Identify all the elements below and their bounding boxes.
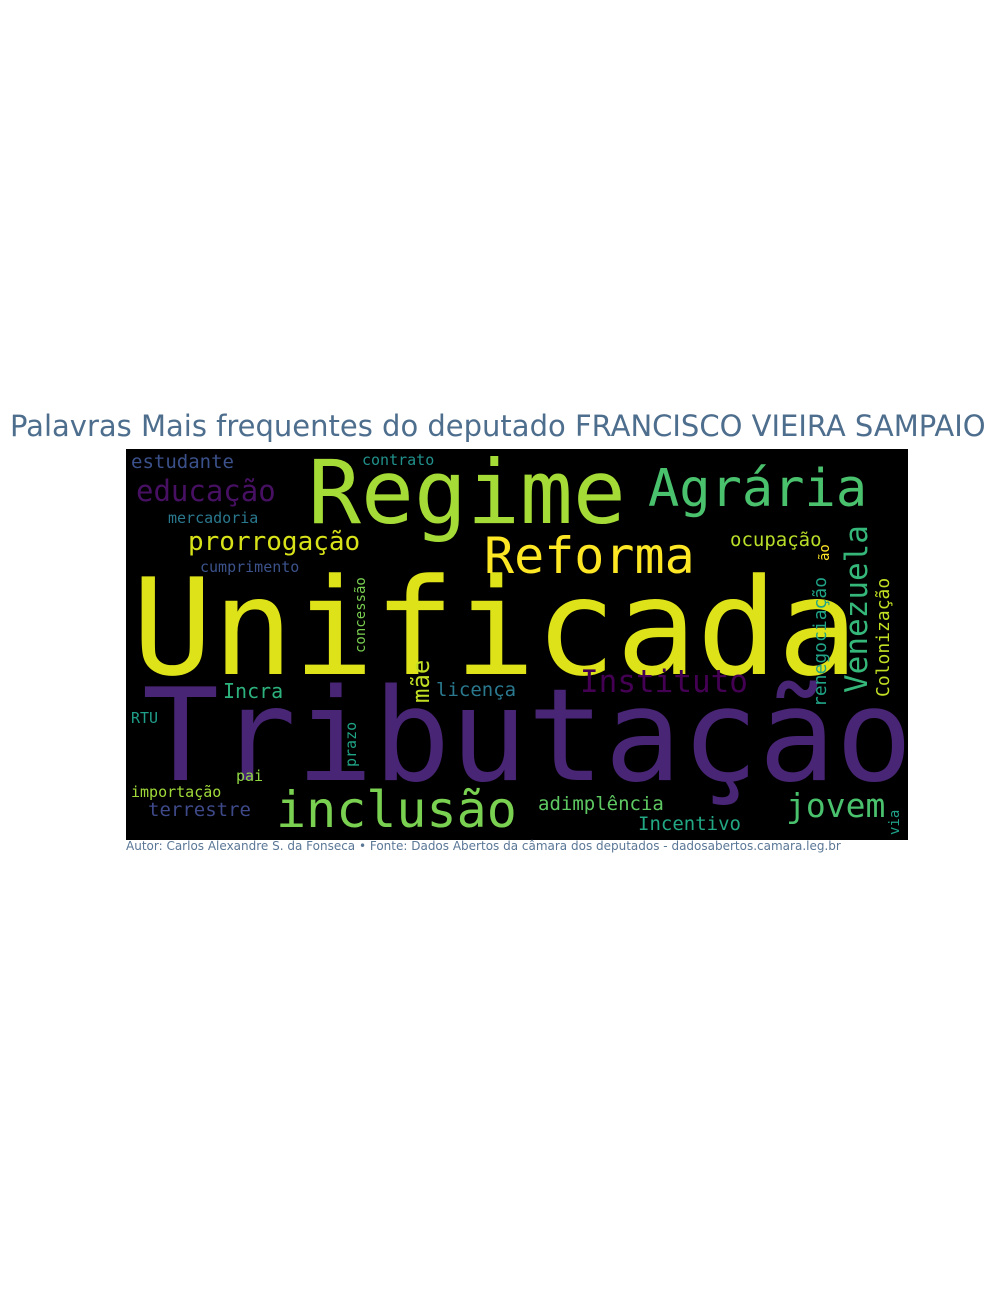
word-incra: Incra [223, 679, 284, 703]
word-renegociacao: renegociação [810, 576, 831, 707]
word-concessao: concessão [353, 577, 369, 653]
word-cumprimento: cumprimento [200, 558, 300, 576]
word-mae: mãe [407, 659, 435, 703]
word-inclusao: inclusão [276, 781, 517, 839]
word-contrato: contrato [362, 451, 435, 469]
word-educacao: educação [136, 474, 276, 508]
word-prazo: prazo [342, 721, 360, 767]
word-tributacao: Tributação [142, 662, 908, 811]
word-regime: Regime [308, 449, 626, 544]
word-rtu: RTU [131, 709, 159, 727]
word-unificada: Unificada [132, 550, 859, 706]
word-mercadoria: mercadoria [168, 509, 259, 527]
word-estudante: estudante [131, 451, 234, 473]
word-ocupacao: ocupação [730, 529, 822, 551]
word-incentivo: Incentivo [638, 813, 741, 835]
word-cloud: Unificada Tributação Regime Agrária Refo… [126, 449, 908, 840]
word-adimplencia: adimplência [538, 793, 664, 815]
word-jovem: jovem [786, 786, 886, 825]
word-agraria: Agrária [648, 459, 868, 519]
word-via: via [887, 809, 903, 835]
word-pai: pai [236, 767, 264, 785]
word-ao: ão [817, 544, 833, 561]
source-credit: Autor: Carlos Alexandre S. da Fonseca • … [126, 839, 841, 853]
word-prorrogacao: prorrogação [188, 527, 361, 557]
chart-title: Palavras Mais frequentes do deputado FRA… [10, 409, 986, 443]
word-terrestre: terrestre [148, 799, 251, 821]
word-reforma: Reforma [484, 527, 695, 585]
word-venezuela: Venezuela [839, 525, 875, 693]
word-licenca: licença [436, 679, 517, 701]
word-instituto: Instituto [580, 664, 748, 700]
word-importacao: importação [131, 783, 222, 801]
word-colonizacao: Colonização [873, 577, 894, 697]
